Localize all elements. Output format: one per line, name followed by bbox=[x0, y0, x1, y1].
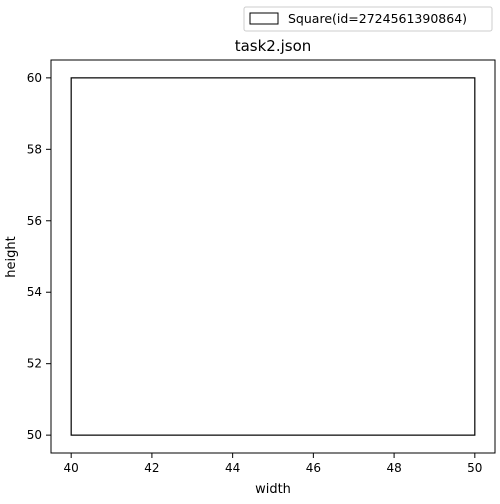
y-tick-label: 58 bbox=[27, 142, 42, 156]
x-tick-label: 48 bbox=[386, 461, 401, 475]
chart-title: task2.json bbox=[235, 37, 312, 55]
y-axis-label: height bbox=[4, 236, 19, 277]
x-tick-label: 50 bbox=[467, 461, 482, 475]
x-axis: 40 42 44 46 48 50 bbox=[64, 453, 482, 475]
legend: Square(id=2724561390864) bbox=[243, 6, 493, 32]
y-tick-label: 60 bbox=[27, 71, 42, 85]
y-tick-label: 52 bbox=[27, 357, 42, 371]
x-axis-label: width bbox=[255, 482, 291, 497]
x-tick-label: 42 bbox=[144, 461, 159, 475]
y-tick-label: 54 bbox=[27, 285, 42, 299]
y-tick-label: 56 bbox=[27, 214, 42, 228]
y-axis: 50 52 54 56 58 60 bbox=[27, 71, 51, 442]
legend-frame bbox=[243, 6, 493, 32]
y-tick-label: 50 bbox=[27, 428, 42, 442]
square-shape bbox=[70, 77, 476, 436]
x-tick-label: 40 bbox=[64, 461, 79, 475]
legend-label: Square(id=2724561390864) bbox=[288, 11, 467, 26]
plot-area bbox=[50, 59, 496, 454]
legend-swatch bbox=[249, 12, 279, 25]
x-tick-label: 44 bbox=[225, 461, 240, 475]
x-tick-label: 46 bbox=[306, 461, 321, 475]
